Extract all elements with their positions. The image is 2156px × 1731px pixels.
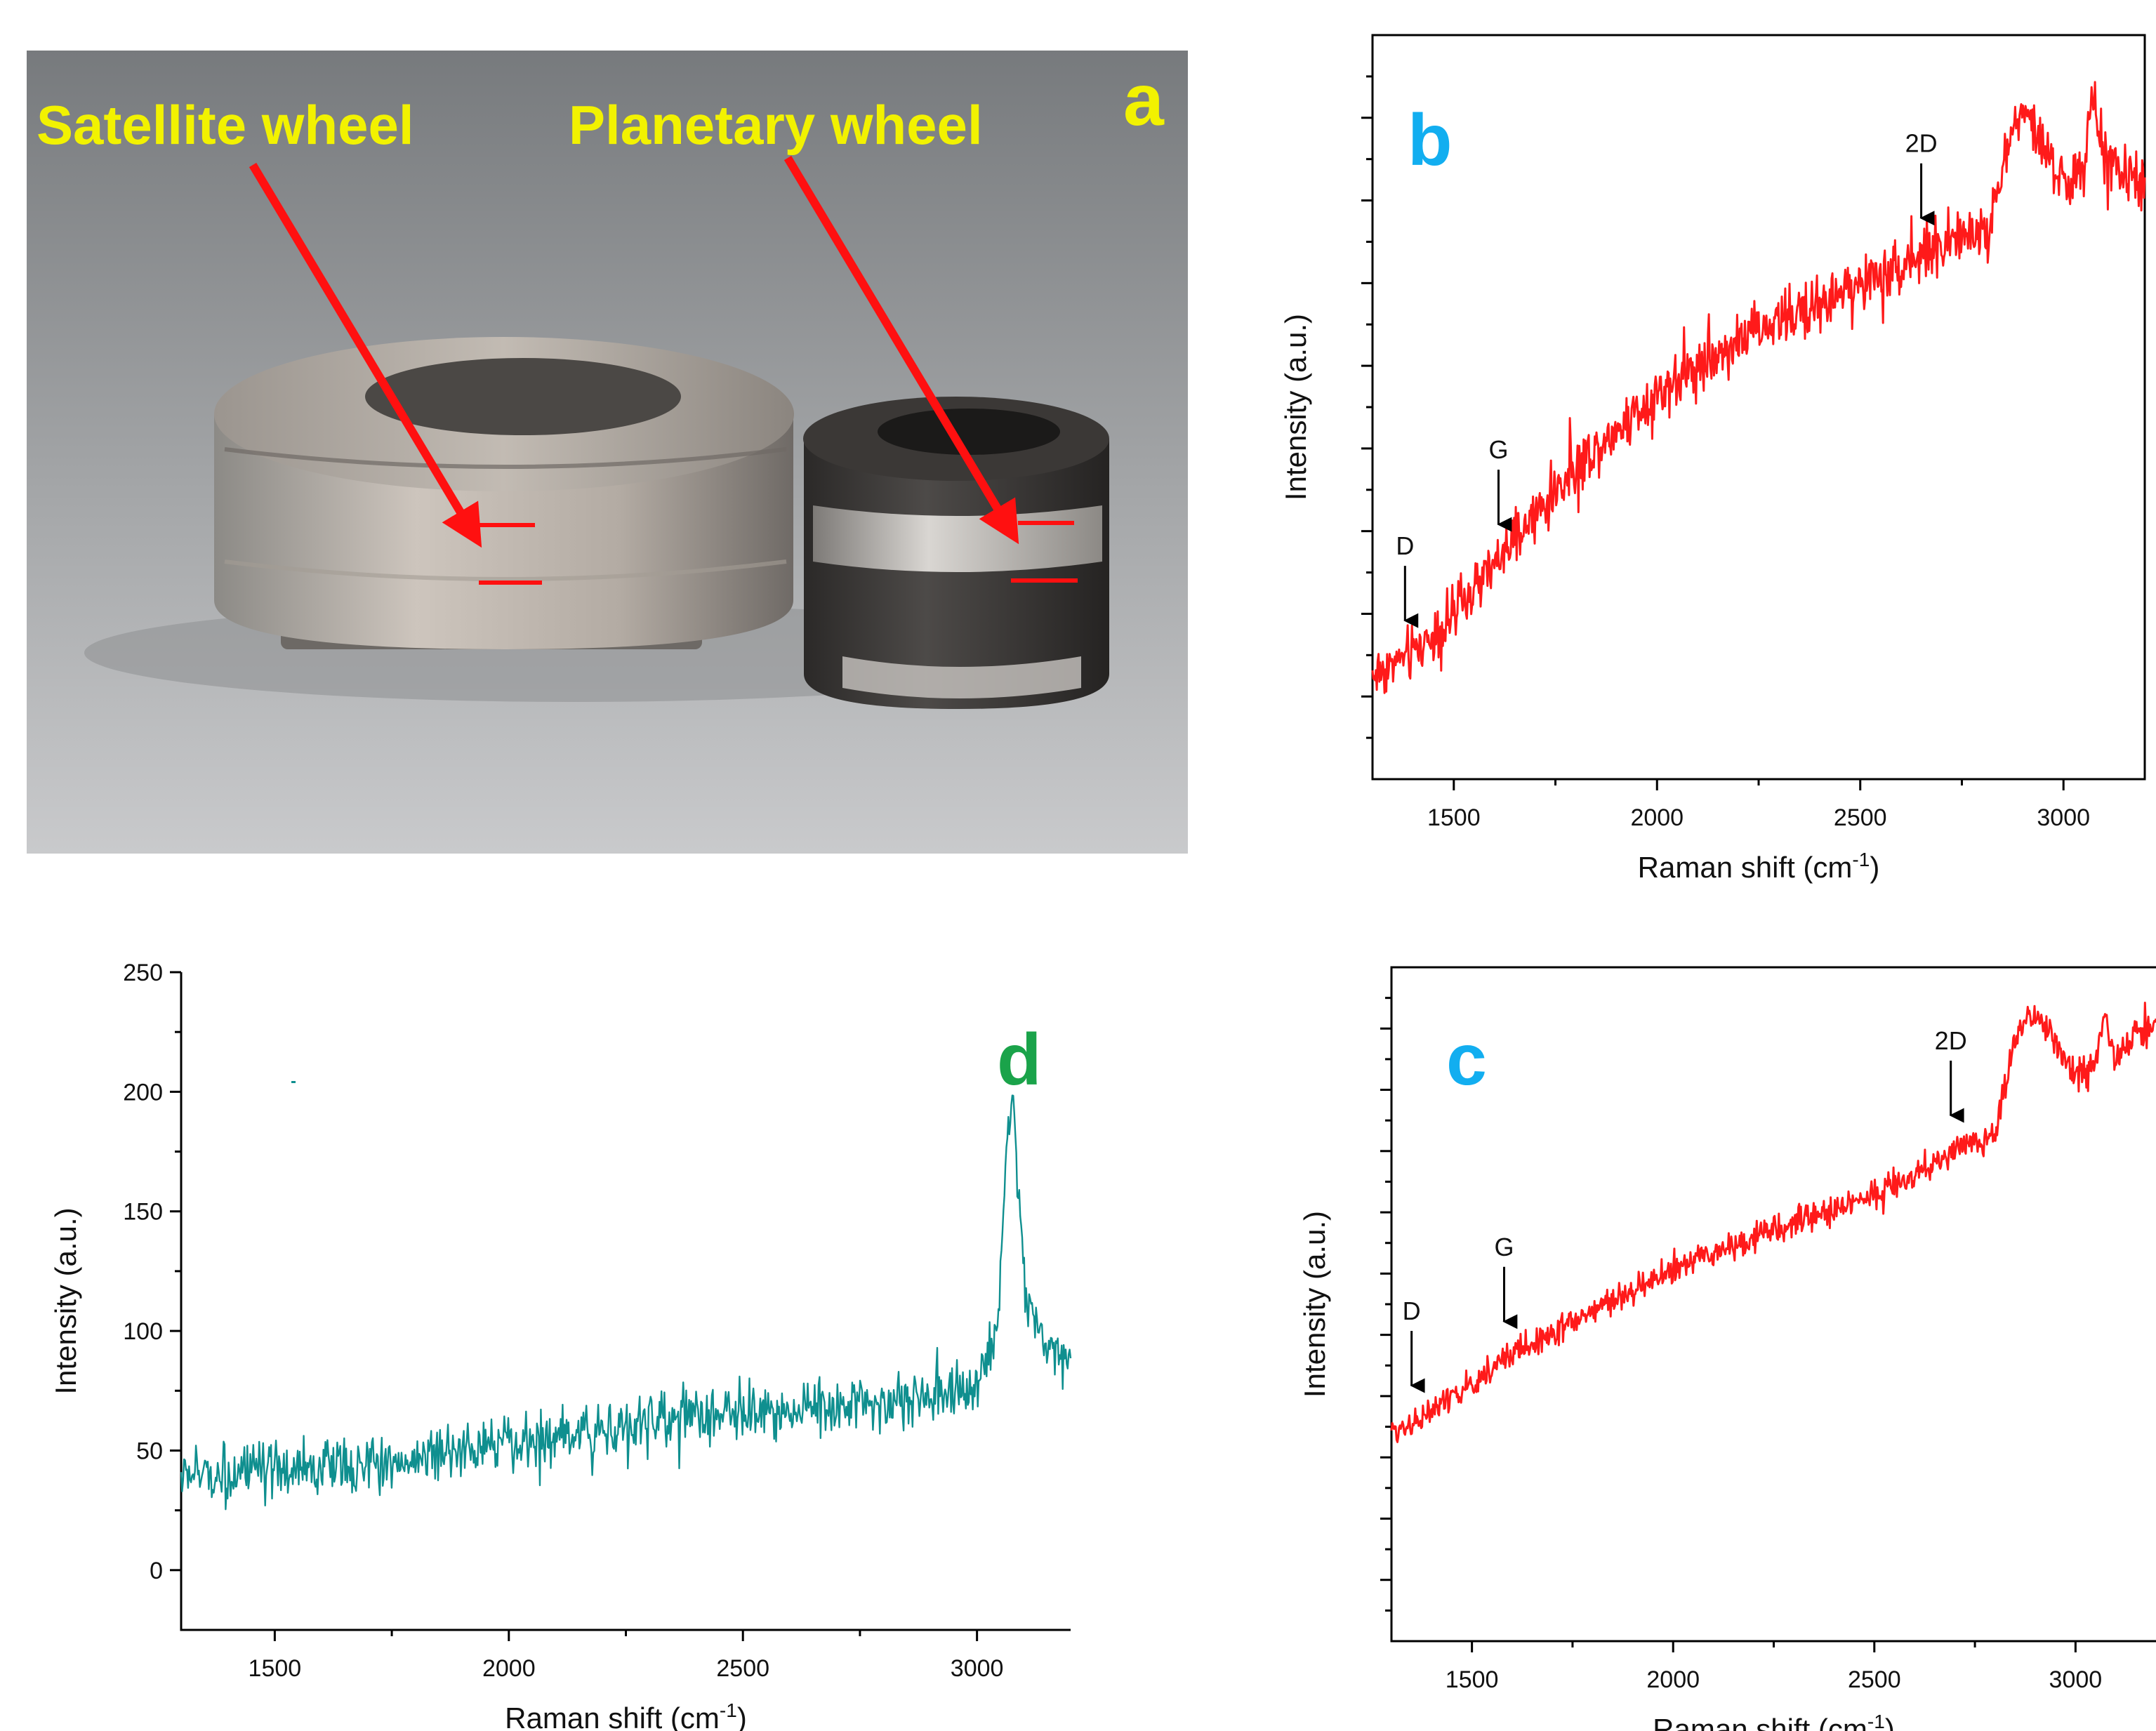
x-axis-label: Raman shift (cm-1) [505,1699,747,1731]
panel-letter-c: c [1446,1019,1487,1101]
satellite-wheel-label: Satellite wheel [37,94,414,156]
peak-label: G [1494,1233,1514,1261]
satellite-arrow [249,162,482,548]
peak-annotation-g: G [1494,1233,1518,1329]
y-axis-label: Intensity (a.u.) [49,1207,82,1394]
spectrum-line [180,1094,1072,1511]
x-tick-label: 1500 [249,1655,302,1682]
y-tick-label: 250 [123,960,163,986]
peak-annotation-d: D [1396,531,1419,628]
chart-d: 1500 2000 2500 3000 0 50 100 150 200 250 Raman shi… [49,960,1072,1731]
peak-label: 2D [1905,129,1938,158]
y-tick-label: 50 [136,1438,163,1464]
x-tick-label: 1500 [1427,804,1481,831]
y-tick-label: 0 [150,1558,163,1584]
plot-frame [1390,966,2156,1643]
peak-label: 2D [1935,1026,1967,1055]
x-tick-label: 2500 [716,1655,769,1682]
y-tick-label: 100 [123,1318,163,1345]
y-tick-label: 200 [123,1079,163,1106]
x-tick-label: 2000 [1646,1666,1700,1693]
x-tick-label: 3000 [951,1655,1004,1682]
peak-annotation-2d: 2D [1935,1026,1967,1123]
x-tick-label: 2500 [1834,804,1887,831]
peak-label: D [1396,531,1414,560]
planetary-wheel-label: Planetary wheel [569,94,983,156]
x-axis-label: Raman shift (cm-1) [1638,849,1880,884]
planetary-arrow [783,155,1019,545]
y-tick-label: 150 [123,1199,163,1226]
chart-b: 1500 2000 2500 3000 Raman shift (cm-1) Intens… [1279,34,2146,884]
spectrum-line [1371,81,2146,694]
x-tick-label: 1500 [1446,1666,1499,1693]
spectrum-line [1390,1002,2156,1443]
y-axis-label: Intensity (a.u.) [1298,1211,1331,1398]
peak-label: G [1488,435,1508,464]
photo-panel: Satellite wheel Planetary wheel a [27,51,1188,854]
x-tick-label: 3000 [2049,1666,2103,1693]
peak-annotation-2d: 2D [1905,129,1938,226]
panel-letter-b: b [1408,100,1453,181]
satellite-wheel-image [214,337,794,649]
peak-label: D [1403,1296,1421,1325]
plot-axes [180,972,1071,1631]
x-tick-label: 2000 [1630,804,1684,831]
plot-frame [1371,34,2146,781]
x-tick-label: 2500 [1848,1666,1901,1693]
panel-letter-a: a [1123,60,1165,141]
peak-annotation-d: D [1403,1296,1425,1393]
x-axis-label: Raman shift (cm-1) [1653,1711,1895,1731]
peak-annotation-g: G [1488,435,1512,532]
y-axis-label: Intensity (a.u.) [1279,314,1312,500]
chart-c: 1500 2000 2500 3000 Raman shift (cm-1) Intens… [1298,966,2156,1731]
x-tick-label: 2000 [482,1655,536,1682]
stray-mark [291,1081,296,1083]
x-tick-label: 3000 [2037,804,2090,831]
panel-letter-d: d [997,1019,1042,1101]
